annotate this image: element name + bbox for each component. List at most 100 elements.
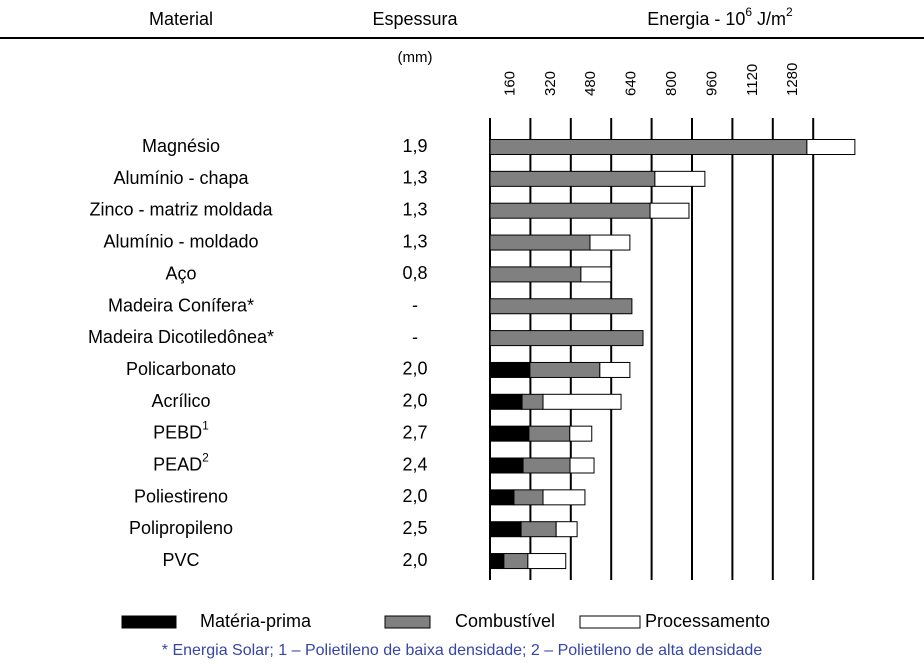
bar-segment [527, 553, 567, 570]
x-axis-title-part: Energia - 10 [647, 9, 745, 29]
x-tick-label: 480 [582, 71, 599, 96]
legend-label: Combustível [455, 611, 555, 631]
bar-segment [489, 234, 591, 251]
bar-segment [513, 489, 544, 506]
category-name: Policarbonato [126, 359, 236, 379]
thickness-label: 2,4 [402, 454, 427, 474]
x-tick-label: 160 [501, 71, 518, 96]
header-thickness: Espessura [372, 9, 458, 29]
x-tick-label: 800 [663, 71, 680, 96]
thickness-label: 2,0 [402, 359, 427, 379]
header-material: Material [149, 9, 213, 29]
category-label: Magnésio [142, 136, 220, 156]
x-axis-title: Energia - 106 J/m2 [647, 5, 793, 29]
bar-segment [521, 393, 544, 410]
bar-segment [528, 425, 571, 442]
bar-segment [489, 202, 651, 219]
bar-segment [520, 521, 557, 538]
x-axis-title-sup: 6 [745, 5, 752, 19]
bar-segment [489, 425, 530, 442]
category-name: Polipropileno [129, 518, 233, 538]
category-label: Policarbonato [126, 359, 236, 379]
footnote: * Energia Solar; 1 – Polietileno de baix… [162, 642, 763, 659]
bar-segment [489, 489, 515, 506]
category-name: Poliestireno [134, 486, 228, 506]
category-label: PEBD1 [153, 419, 209, 443]
thickness-label: 0,8 [402, 263, 427, 283]
bar-segment [569, 425, 593, 442]
bar-segment [529, 361, 601, 378]
x-tick-label: 960 [703, 71, 720, 96]
category-label: Poliestireno [134, 486, 228, 506]
bar-segment [599, 361, 631, 378]
bar-segment [489, 393, 523, 410]
category-name: Alumínio - chapa [113, 168, 249, 188]
category-label: Madeira Conífera* [108, 295, 254, 315]
bar-segment [489, 361, 531, 378]
category-name: Magnésio [142, 136, 220, 156]
thickness-label: 2,0 [402, 550, 427, 570]
bar-segment [489, 266, 582, 283]
bar-segment [555, 521, 578, 538]
legend-label: Processamento [645, 611, 770, 631]
category-label: Aço [165, 263, 196, 283]
bar-segment [542, 489, 586, 506]
thickness-label: 2,0 [402, 391, 427, 411]
thickness-label: 1,9 [402, 136, 427, 156]
category-label: Acrílico [151, 391, 210, 411]
thickness-label: 1,3 [402, 199, 427, 219]
thickness-label: - [412, 327, 418, 347]
bar-segment [649, 202, 690, 219]
bar-segment [503, 553, 529, 570]
category-label: PEAD2 [153, 451, 209, 475]
legend-swatch [384, 615, 431, 629]
category-name: Alumínio - moldado [103, 231, 258, 251]
bar-segment [654, 170, 706, 187]
bar-segment [522, 457, 571, 474]
bar-segment [542, 393, 622, 410]
bar-segment [580, 266, 612, 283]
category-name: PVC [162, 550, 199, 570]
x-axis-title-sup: 2 [786, 5, 793, 19]
bar-segment [806, 139, 856, 155]
x-tick-label: 640 [623, 71, 640, 96]
thickness-label: - [412, 295, 418, 315]
bar-segment [489, 170, 656, 187]
category-label: PVC [162, 550, 199, 570]
x-axis-title-part: J/m [752, 9, 786, 29]
thickness-label: 2,5 [402, 518, 427, 538]
category-label: Zinco - matriz moldada [89, 199, 273, 219]
category-sup: 1 [202, 419, 209, 433]
x-tick-label: 1280 [784, 63, 801, 96]
category-label: Alumínio - chapa [113, 168, 249, 188]
legend-swatch [579, 615, 641, 629]
category-label: Madeira Dicotiledônea* [88, 327, 274, 347]
thickness-unit: (mm) [398, 49, 433, 66]
category-label: Polipropileno [129, 518, 233, 538]
x-tick-label: 320 [542, 71, 559, 96]
legend-label: Matéria-prima [200, 611, 312, 631]
thickness-label: 2,7 [402, 422, 427, 442]
category-name: Madeira Conífera* [108, 295, 254, 315]
bar-segment [489, 139, 808, 155]
bar-segment [589, 234, 631, 251]
legend-swatch [121, 615, 177, 629]
bar-segment [489, 521, 522, 538]
category-name: Aço [165, 263, 196, 283]
thickness-label: 1,3 [402, 168, 427, 188]
category-name: PEAD [153, 454, 202, 474]
bar-segment [489, 298, 633, 315]
thickness-label: 2,0 [402, 486, 427, 506]
bar-segment [489, 457, 524, 474]
category-name: PEBD [153, 422, 202, 442]
bar-segment [489, 553, 505, 570]
category-sup: 2 [202, 451, 209, 465]
category-name: Zinco - matriz moldada [89, 199, 273, 219]
thickness-label: 1,3 [402, 231, 427, 251]
bar-segment [569, 457, 595, 474]
bar-segment [489, 330, 644, 347]
category-name: Madeira Dicotiledônea* [88, 327, 274, 347]
category-name: Acrílico [151, 391, 210, 411]
x-tick-label: 1120 [744, 64, 761, 96]
